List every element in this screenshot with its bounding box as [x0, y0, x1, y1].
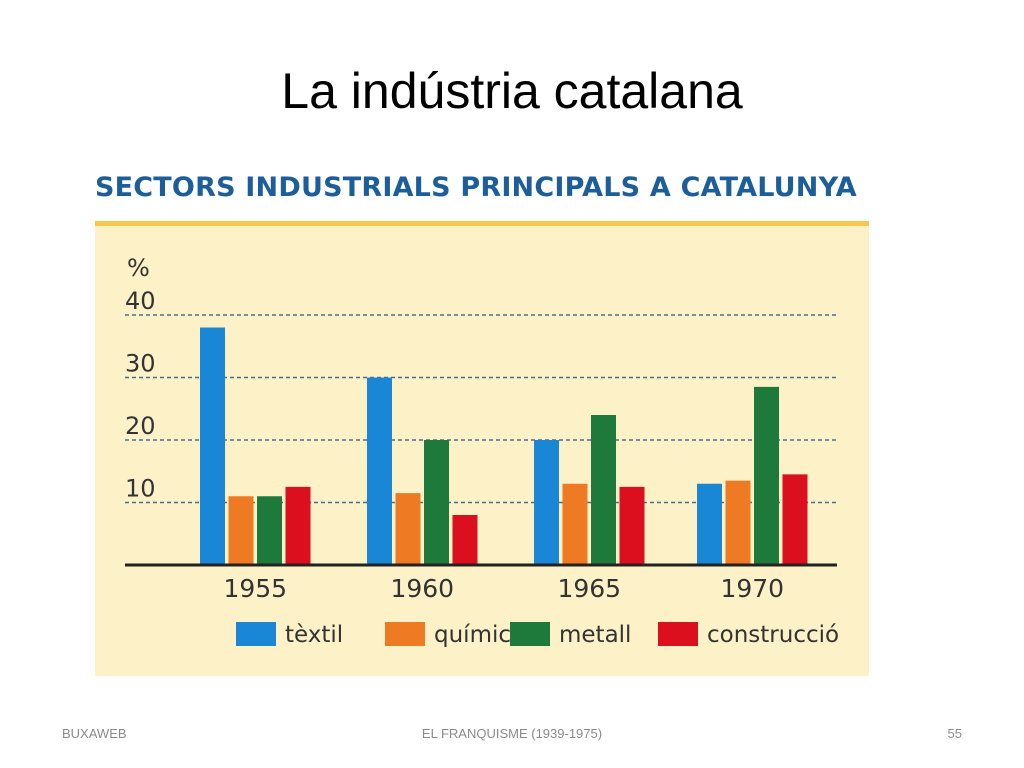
legend-label: químic — [434, 622, 511, 648]
axes: 10 20 30 40% 1955 1960 1965 1970 — [125, 254, 837, 603]
footer-author: BUXAWEB — [62, 726, 127, 741]
bar-1955-1 — [200, 327, 225, 565]
bar-1970-2 — [725, 480, 751, 565]
bar-1955-2 — [228, 496, 254, 565]
bar-1955-3 — [257, 496, 282, 565]
legend-swatch — [385, 622, 425, 646]
x-tick-label: 1960 — [390, 574, 454, 603]
y-tick-label: 40 — [125, 287, 156, 315]
legend-label: tèxtil — [285, 622, 343, 648]
bar-chart: 10 20 30 40% 1955 1960 1965 1970 tèxtil químic me… — [125, 254, 839, 648]
x-tick-label: 1955 — [223, 574, 287, 603]
bar-1965-1 — [534, 440, 559, 565]
bar-1970-3 — [754, 386, 779, 565]
legend-swatch — [510, 622, 550, 646]
chart-title-rule — [95, 221, 869, 226]
x-tick-label: 1965 — [557, 574, 621, 603]
bar-1965-3 — [591, 415, 616, 565]
page-number: 55 — [947, 726, 962, 741]
bars — [200, 327, 808, 565]
bar-1965-4 — [619, 486, 645, 565]
y-tick-label: 30 — [125, 350, 156, 378]
y-tick-label: 10 — [125, 475, 156, 503]
bar-1955-4 — [285, 486, 311, 565]
bar-1960-1 — [367, 377, 392, 565]
bar-1965-2 — [562, 483, 588, 565]
bar-1960-3 — [424, 440, 449, 565]
grid-lines — [125, 314, 837, 504]
bar-1960-2 — [395, 493, 421, 565]
x-tick-label: 1970 — [720, 574, 784, 603]
legend-label: construcció — [707, 622, 839, 648]
chart-panel: 10 20 30 40% 1955 1960 1965 1970 tèxtil químic me… — [95, 226, 869, 676]
legend-swatch — [658, 622, 698, 646]
legend-swatch — [236, 622, 276, 646]
legend-label: metall — [559, 622, 631, 648]
bar-1960-4 — [452, 515, 478, 565]
footer-topic: EL FRANQUISME (1939-1975) — [421, 726, 603, 741]
chart-title: SECTORS INDUSTRIALS PRINCIPALS A CATALUN… — [95, 172, 857, 203]
legend: tèxtil químic metall construcció — [236, 622, 839, 648]
y-tick-label: 20 — [125, 412, 156, 440]
bar-1970-4 — [782, 474, 808, 565]
y-axis-unit: % — [127, 254, 150, 282]
slide-title: La indústria catalana — [281, 63, 743, 119]
bar-1970-1 — [697, 483, 722, 565]
